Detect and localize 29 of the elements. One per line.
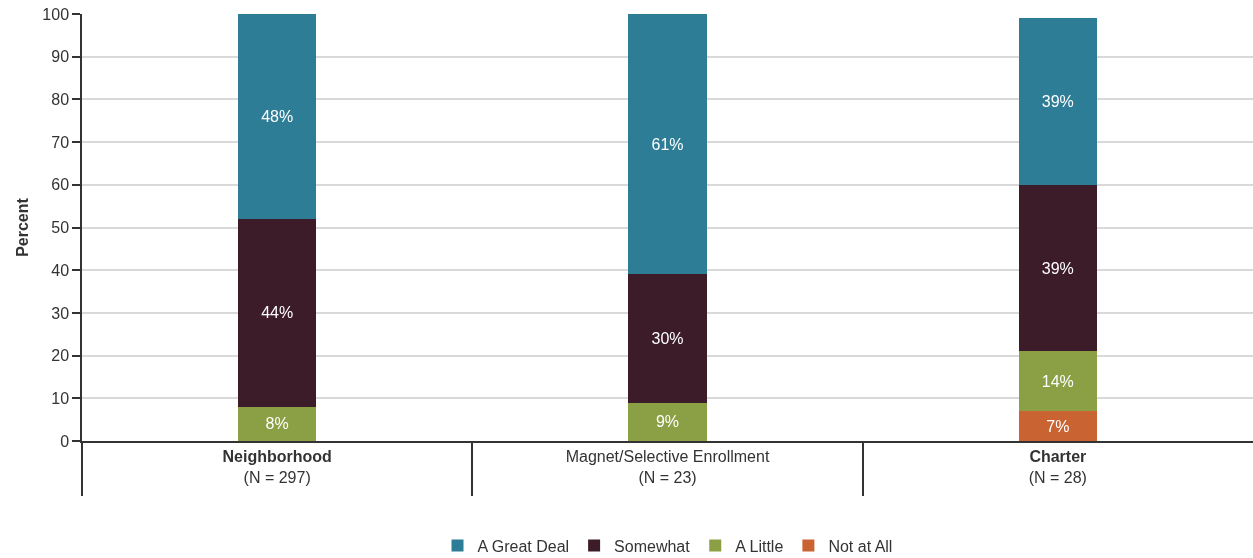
legend-label: A Great Deal [477, 537, 570, 555]
y-tick-label: 20 [51, 347, 70, 365]
y-tick-label: 50 [51, 219, 70, 237]
data-label: 61% [651, 135, 684, 153]
y-tick-label: 10 [51, 389, 70, 407]
legend-label: Somewhat [614, 537, 691, 555]
data-label: 30% [651, 330, 684, 348]
y-tick-label: 30 [51, 304, 70, 322]
data-label: 8% [265, 415, 289, 433]
legend-label: Not at All [828, 537, 893, 555]
y-axis-title: Percent [13, 197, 31, 257]
y-tick-label: 90 [51, 48, 70, 66]
y-tick-label: 40 [51, 261, 70, 279]
y-tick-label: 80 [51, 91, 70, 108]
y-tick-label: 0 [60, 432, 70, 450]
data-label: 7% [1046, 417, 1070, 435]
data-label: 39% [1041, 93, 1074, 111]
x-tick-label: Magnet/Selective Enrollment (N = 23) [565, 447, 770, 486]
y-tick-label: 100 [42, 5, 70, 23]
y-tick-label: 60 [51, 176, 70, 194]
data-label: 9% [655, 413, 680, 431]
x-tick-label: Neighborhood (N = 297) [222, 447, 332, 486]
y-tick-label: 70 [51, 133, 70, 151]
data-label: 44% [261, 304, 294, 322]
legend-label: A Little [735, 537, 784, 555]
x-tick-label: Charter (N = 28) [1028, 447, 1087, 486]
data-label: 14% [1041, 372, 1074, 390]
data-label: 39% [1041, 259, 1074, 277]
data-label: 48% [261, 107, 294, 125]
